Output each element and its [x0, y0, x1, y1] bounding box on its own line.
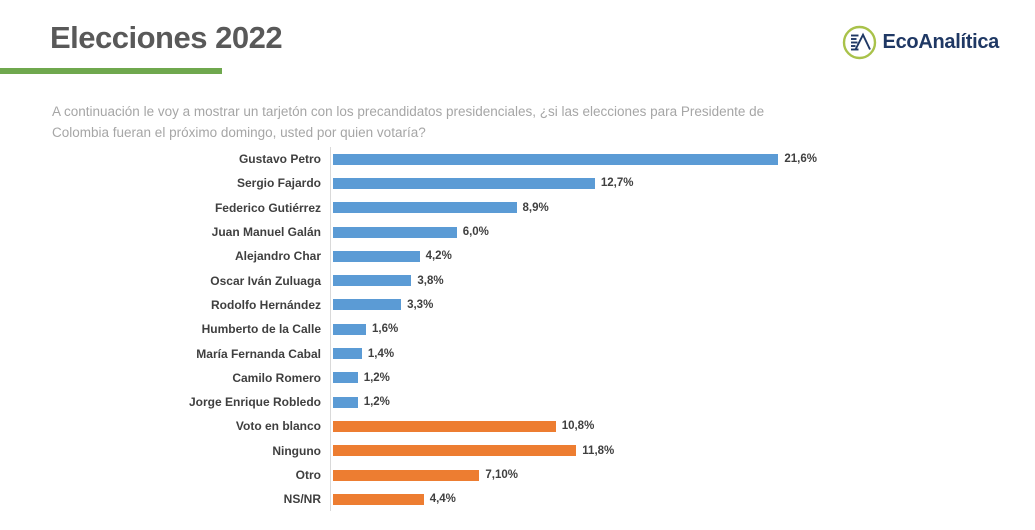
- value-label: 3,8%: [417, 274, 444, 287]
- bar: [333, 348, 362, 360]
- category-label: María Fernanda Cabal: [196, 346, 321, 361]
- value-label: 10,8%: [561, 420, 595, 433]
- category-label: Camilo Romero: [232, 370, 321, 385]
- chart-row: Jorge Enrique Robledo 1,2%: [0, 389, 1035, 415]
- category-label: Oscar Iván Zuluaga: [210, 273, 321, 288]
- chart-row: Ninguno 11,8%: [0, 438, 1035, 463]
- bar-track: 11,8%: [330, 438, 1035, 463]
- chart-row: Oscar Iván Zuluaga 3,8%: [0, 268, 1035, 293]
- ecoanalitica-logo-text: EcoAnalítica: [882, 31, 1000, 53]
- chart-row: Camilo Romero 1,2%: [0, 365, 1035, 390]
- bar-track: 12,7%: [330, 171, 1035, 196]
- bar: [333, 299, 402, 311]
- value-label: 7,10%: [485, 469, 518, 481]
- category-label: Ninguno: [272, 443, 321, 458]
- chart-row: Gustavo Petro 21,6%: [0, 147, 1035, 172]
- bar: [333, 469, 480, 481]
- bar-track: 3,8%: [330, 268, 1035, 293]
- ecoanalitica-logo-icon: [842, 25, 876, 60]
- value-label: 1,2%: [363, 396, 390, 409]
- title-underline: [0, 68, 222, 74]
- chart-row: María Fernanda Cabal 1,4%: [0, 341, 1035, 366]
- bar: [333, 372, 358, 384]
- category-label: NS/NR: [283, 492, 321, 507]
- survey-question-line2: Colombia fueran el próximo domingo, uste…: [52, 124, 426, 140]
- bar: [333, 420, 556, 432]
- bar-track: 3,3%: [330, 292, 1035, 318]
- chart-row: Otro 7,10%: [0, 462, 1035, 488]
- value-label: 12,7%: [600, 177, 634, 190]
- value-label: 1,6%: [372, 323, 399, 336]
- page-title: Elecciones 2022: [50, 20, 283, 55]
- ecoanalitica-logo: EcoAnalítica: [841, 24, 999, 61]
- value-label: 3,3%: [407, 298, 434, 311]
- chart-row: Voto en blanco 10,8%: [0, 414, 1035, 439]
- value-label: 4,2%: [425, 250, 452, 263]
- chart-row: Sergio Fajardo 12,7%: [0, 171, 1035, 196]
- value-label: 8,9%: [522, 201, 549, 214]
- bar: [333, 226, 457, 238]
- bar-track: 1,2%: [330, 365, 1035, 390]
- bar: [333, 493, 424, 505]
- category-label: Humberto de la Calle: [201, 322, 321, 337]
- bar-track: 8,9%: [330, 195, 1035, 220]
- bar: [333, 202, 517, 214]
- bar-chart: Gustavo Petro 21,6% Sergio Fajardo 12,7% Fed…: [0, 147, 1035, 512]
- bar-track: 1,2%: [330, 389, 1035, 415]
- value-label: 11,8%: [582, 444, 615, 457]
- category-label: Federico Gutiérrez: [214, 200, 321, 215]
- value-label: 1,2%: [363, 371, 390, 384]
- bar: [333, 323, 366, 335]
- chart-row: Rodolfo Hernández 3,3%: [0, 292, 1035, 318]
- category-label: Sergio Fajardo: [236, 176, 321, 191]
- bar-track: 1,4%: [330, 341, 1035, 366]
- category-label: Gustavo Petro: [238, 152, 321, 167]
- bar: [333, 396, 358, 408]
- bar: [333, 177, 595, 189]
- bar-track: 7,10%: [330, 462, 1035, 488]
- bar-track: 4,4%: [330, 487, 1035, 512]
- bar: [333, 445, 577, 457]
- category-label: Voto en blanco: [235, 419, 321, 434]
- bar-track: 1,6%: [330, 317, 1035, 342]
- bar: [333, 153, 779, 165]
- chart-row: Alejandro Char 4,2%: [0, 244, 1035, 269]
- value-label: 6,0%: [462, 226, 489, 239]
- bar: [333, 250, 420, 262]
- category-label: Juan Manuel Galán: [211, 225, 321, 240]
- category-label: Jorge Enrique Robledo: [188, 395, 321, 410]
- category-label: Alejandro Char: [234, 249, 321, 264]
- category-label: Otro: [295, 468, 321, 482]
- chart-row: Humberto de la Calle 1,6%: [0, 317, 1035, 342]
- bar: [333, 275, 412, 287]
- value-label: 21,6%: [784, 153, 817, 166]
- bar-chart-rows: Gustavo Petro 21,6% Sergio Fajardo 12,7% Fed…: [0, 147, 1035, 512]
- survey-question: A continuación le voy a mostrar un tarje…: [52, 102, 764, 144]
- chart-row: NS/NR 4,4%: [0, 487, 1035, 512]
- value-label: 1,4%: [367, 347, 395, 360]
- chart-row: Federico Gutiérrez 8,9%: [0, 195, 1035, 220]
- bar-track: 10,8%: [330, 414, 1035, 439]
- bar-track: 6,0%: [330, 219, 1035, 245]
- category-label: Rodolfo Hernández: [211, 297, 321, 312]
- survey-question-line1: A continuación le voy a mostrar un tarje…: [52, 104, 765, 119]
- value-label: 4,4%: [429, 493, 456, 506]
- bar-track: 4,2%: [330, 244, 1035, 269]
- chart-row: Juan Manuel Galán 6,0%: [0, 219, 1035, 245]
- bar-track: 21,6%: [330, 147, 1035, 172]
